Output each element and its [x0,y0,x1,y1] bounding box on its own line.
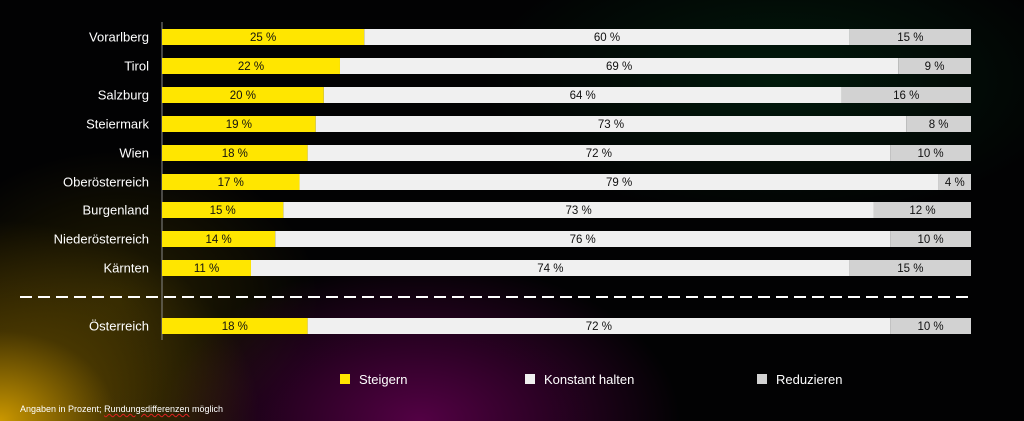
data-label: 8 % [929,119,949,131]
bar-segment [849,29,971,45]
footnote-text: möglich [189,404,223,414]
data-label: 73 % [598,119,624,131]
legend-swatch [340,374,350,384]
category-label: Vorarlberg [89,30,149,45]
bar-segment [890,145,971,161]
bar-segment [849,260,971,276]
bar-segment [162,318,308,334]
bar-segment [890,318,971,334]
data-label: 74 % [537,263,563,275]
data-label: 4 % [945,177,965,189]
data-label: 20 % [230,90,256,102]
data-label: 79 % [606,177,632,189]
footnote-text: Angaben in Prozent; [20,404,105,414]
bar-segment [906,116,971,132]
bar-segment [162,116,316,132]
category-label: Oberösterreich [63,175,149,190]
category-label: Niederösterreich [54,232,149,247]
bar-segment [162,29,365,45]
bar-segment [364,29,850,45]
data-label: 10 % [917,148,943,160]
data-label: 10 % [917,321,943,333]
bar-segment [275,231,891,247]
data-label: 12 % [909,205,935,217]
footnote-text: Rundungsdifferenzen [104,404,190,414]
legend-swatch [757,374,767,384]
data-label: 64 % [570,90,596,102]
bar-segment [162,231,276,247]
bar-segment [162,145,308,161]
bar-segment [873,202,971,218]
data-label: 18 % [222,321,248,333]
bar-segment [938,174,971,190]
category-label: Steiermark [86,117,149,132]
bar-segment [162,58,340,74]
bar-segment [323,87,842,103]
category-label: Tirol [124,59,149,74]
bar-segment [162,174,300,190]
data-label: 19 % [226,119,252,131]
legend-label: Konstant halten [544,372,634,387]
bar-segment [250,260,850,276]
data-label: 15 % [897,263,923,275]
data-label: 15 % [210,205,236,217]
category-label: Kärnten [103,261,149,276]
bar-segment [283,202,874,218]
category-label: Wien [119,146,149,161]
data-label: 69 % [606,61,632,73]
legend-label: Reduzieren [776,372,843,387]
bar-segment [898,58,971,74]
data-label: 11 % [194,263,219,275]
category-label: Salzburg [98,88,149,103]
data-label: 15 % [897,32,923,44]
bar-segment [307,145,891,161]
bar-segment [339,58,899,74]
legend-swatch [525,374,535,384]
category-label: Österreich [89,319,149,334]
bar-segment [307,318,891,334]
bar-segment [841,87,971,103]
legend-label: Steigern [359,372,407,387]
category-label: Burgenland [83,203,150,218]
data-label: 14 % [206,234,232,246]
data-label: 72 % [586,148,612,160]
data-label: 76 % [570,234,596,246]
bar-segment [299,174,939,190]
data-label: 18 % [222,148,248,160]
data-label: 25 % [250,32,276,44]
data-label: 72 % [586,321,612,333]
data-label: 16 % [893,90,919,102]
data-label: 73 % [566,205,592,217]
data-label: 10 % [917,234,943,246]
data-label: 17 % [218,177,244,189]
bar-segment [162,260,251,276]
data-label: 60 % [594,32,620,44]
bar-segment [890,231,971,247]
bar-segment [162,87,324,103]
data-label: 22 % [238,61,264,73]
footnote: Angaben in Prozent; Rundungsdifferenzen … [20,404,223,414]
bar-segment [162,202,284,218]
data-label: 9 % [925,61,945,73]
bar-segment [315,116,907,132]
